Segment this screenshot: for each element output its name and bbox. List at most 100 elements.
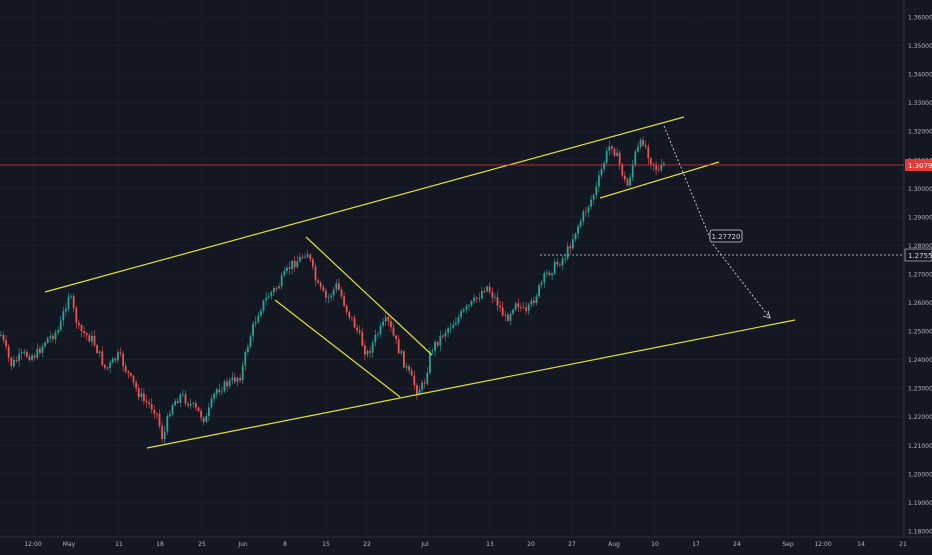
time-axis-label: 20: [527, 541, 535, 548]
candle-body: [340, 289, 343, 297]
candle-body: [57, 330, 59, 333]
ascending-channel-lower-line[interactable]: [146, 319, 796, 449]
candle-body: [416, 385, 418, 395]
candle-body: [655, 165, 657, 170]
candle-body: [436, 341, 439, 346]
candle-body: [626, 179, 629, 186]
price-axis-label: 1.26000: [908, 300, 932, 307]
time-axis-label: 12:00: [814, 541, 831, 548]
time-axis[interactable]: 12:00 May 11 18 25 Jun 8 15 22 Jul 13 20 27 Aug 10 17 24…: [0, 536, 932, 548]
ascending-channel-upper-line[interactable]: [44, 116, 685, 293]
candle-body: [213, 393, 215, 399]
candle-body: [226, 381, 228, 387]
candle-body: [119, 352, 122, 354]
price-axis-label: 1.29000: [908, 214, 932, 221]
price-axis-label: 1.34000: [908, 72, 932, 79]
candle-body: [130, 373, 132, 376]
candle-body: [215, 389, 218, 394]
candle-body: [257, 315, 260, 323]
candle-body: [595, 186, 598, 196]
candle-body: [218, 389, 221, 393]
target-callout[interactable]: 1.27720: [709, 229, 743, 243]
candle-body: [200, 410, 202, 418]
candle-body: [499, 305, 501, 308]
candle-body: [96, 345, 98, 353]
candle-body: [392, 327, 395, 336]
candle-body: [351, 317, 353, 319]
candle-body: [46, 338, 49, 343]
candle-body: [293, 260, 296, 268]
candle-body: [322, 287, 325, 291]
time-axis-label: 10: [651, 541, 659, 548]
candle-body: [548, 272, 551, 276]
candle-body: [187, 403, 189, 406]
candle-body: [301, 256, 304, 258]
june-channel-lower-line[interactable]: [274, 299, 401, 398]
candle-body: [431, 350, 434, 352]
candle-body: [585, 211, 587, 213]
candle-body: [145, 400, 148, 403]
candle-body: [161, 425, 163, 440]
candle-body: [395, 335, 397, 340]
candle-body: [507, 314, 509, 321]
candle-body: [20, 352, 23, 354]
candle-body: [486, 286, 488, 292]
candle-body: [577, 226, 579, 234]
candle-body: [18, 353, 20, 361]
june-channel-upper-line[interactable]: [305, 236, 433, 356]
candle-body: [603, 162, 605, 170]
candle-body: [400, 351, 403, 354]
candle-body: [244, 351, 247, 366]
candle-body: [473, 297, 475, 302]
target-callout-label: 1.27720: [712, 233, 741, 241]
august-flag-lower-line[interactable]: [599, 161, 720, 199]
candle-body: [67, 296, 70, 309]
candle-body: [455, 322, 457, 325]
candle-body: [442, 335, 444, 337]
price-axis[interactable]: 1.360001.350001.340001.330001.320001.310…: [903, 0, 932, 537]
trendline-drawings[interactable]: [0, 116, 904, 449]
price-axis-label: 1.30000: [908, 186, 932, 193]
candle-body: [23, 351, 26, 353]
candle-body: [527, 304, 530, 311]
candle-body: [621, 164, 624, 176]
candle-body: [631, 164, 634, 178]
candle-body: [520, 307, 522, 308]
time-axis-label: 24: [733, 541, 741, 548]
candle-body: [317, 280, 319, 283]
candle-body: [85, 333, 88, 336]
candle-body: [33, 355, 36, 358]
candle-body: [462, 309, 465, 312]
candle-body: [205, 416, 208, 422]
candle-body: [374, 334, 377, 343]
price-axis-label: 1.22000: [908, 414, 932, 421]
price-axis-label: 1.35000: [908, 43, 932, 50]
projection-path[interactable]: [663, 125, 771, 319]
candle-body: [325, 290, 327, 298]
candle-body: [551, 273, 553, 276]
candle-body: [137, 388, 140, 398]
candle-body: [231, 377, 234, 381]
time-axis-label: 18: [156, 541, 164, 548]
candle-body: [278, 286, 280, 289]
time-axis-label: 11: [115, 541, 123, 548]
chart-grid: [0, 0, 904, 537]
candle-body: [642, 139, 644, 146]
candle-body: [429, 351, 431, 373]
candle-body: [5, 340, 7, 347]
candle-body: [124, 366, 127, 372]
candle-body: [26, 351, 28, 357]
candle-body: [504, 314, 507, 316]
candle-body: [546, 272, 548, 274]
candle-body: [312, 259, 314, 267]
candle-body: [153, 409, 156, 414]
candle-body: [62, 311, 65, 321]
candle-body: [184, 394, 187, 404]
candle-body: [629, 177, 631, 186]
candle-body: [608, 146, 611, 151]
candle-body: [556, 261, 559, 265]
time-axis-label: 17: [692, 541, 700, 548]
candle-body: [514, 303, 517, 310]
